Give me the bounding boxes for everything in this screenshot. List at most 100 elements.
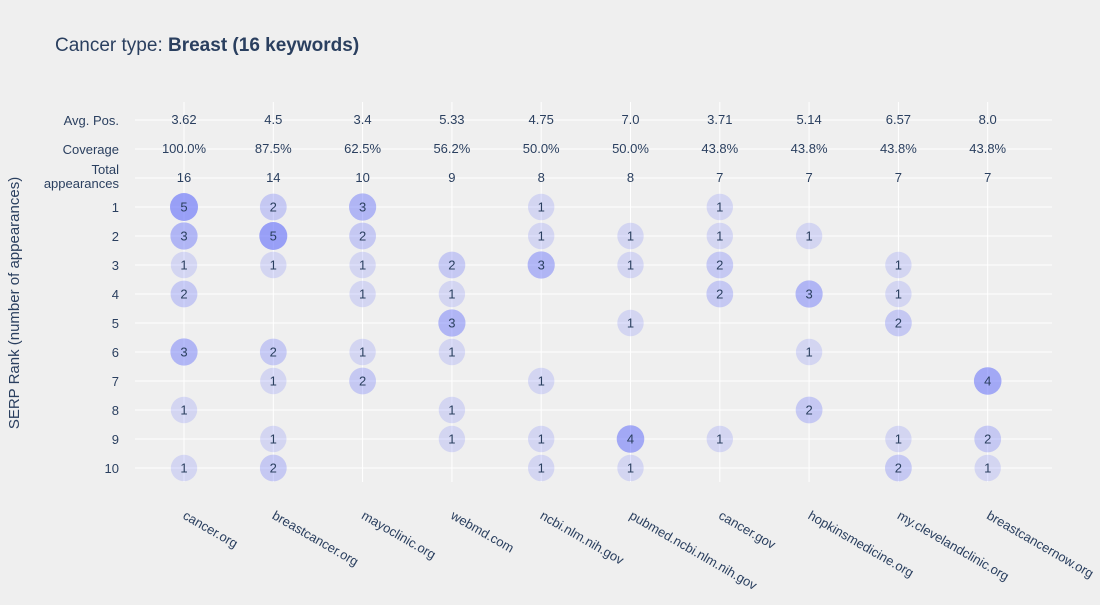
bubble[interactable]: [438, 338, 466, 366]
bubble[interactable]: [885, 251, 912, 279]
bubble-count-label: 1: [538, 432, 545, 447]
bubble[interactable]: [170, 222, 198, 250]
bubble-count-label: 1: [359, 287, 366, 302]
summary-value: 3.4: [354, 112, 372, 127]
bubble[interactable]: [259, 222, 288, 250]
bubble[interactable]: [885, 454, 912, 482]
bubble[interactable]: [706, 280, 734, 308]
bubble[interactable]: [438, 280, 466, 308]
summary-value: 5.33: [439, 112, 464, 127]
bubble-count-label: 2: [895, 316, 902, 331]
bubble[interactable]: [795, 396, 823, 424]
summary-value: 5.14: [796, 112, 821, 127]
bubble[interactable]: [528, 454, 555, 482]
bubble[interactable]: [974, 454, 1001, 482]
bubble-count-label: 2: [448, 258, 455, 273]
bubble[interactable]: [349, 222, 376, 250]
bubble[interactable]: [527, 251, 555, 279]
bubble[interactable]: [259, 338, 287, 366]
bubble-count-label: 1: [716, 200, 723, 215]
bubbles: 5 3 1 2 3 1 1 2 5 1 2 1 1 2 3 2 1 1 1 2 2 1 3 1 1 1 1 1 3 1 1 1 1 1 1 4 1 1 1 2…: [170, 193, 1002, 482]
bubble-count-label: 1: [448, 345, 455, 360]
bubble[interactable]: [885, 425, 912, 453]
bubble-count-label: 1: [270, 258, 277, 273]
bubble[interactable]: [349, 251, 376, 279]
y-axis-ticks: Avg. Pos. Coverage Total appearances 1 2 3 4 5 6 7…: [44, 113, 120, 476]
bubble-count-label: 1: [627, 229, 634, 244]
bubble-count-label: 4: [984, 374, 991, 389]
bubble-count-label: 1: [359, 345, 366, 360]
bubble[interactable]: [885, 309, 912, 337]
y-tick-label: 1: [112, 200, 119, 215]
bubble-count-label: 1: [895, 432, 902, 447]
bubble[interactable]: [170, 338, 198, 366]
y-tick-label: 5: [112, 316, 119, 331]
bubble[interactable]: [706, 222, 733, 250]
bubble[interactable]: [259, 454, 287, 482]
summary-row-label-line: Total: [92, 162, 120, 177]
grid-lines: [135, 102, 1052, 482]
bubble[interactable]: [616, 425, 645, 453]
bubble[interactable]: [259, 193, 287, 221]
bubble[interactable]: [528, 222, 555, 250]
bubble[interactable]: [438, 251, 466, 279]
bubble[interactable]: [973, 367, 1002, 395]
bubble[interactable]: [617, 222, 644, 250]
bubble[interactable]: [795, 222, 823, 250]
bubble[interactable]: [438, 309, 466, 337]
bubble[interactable]: [528, 425, 555, 453]
summary-value: 43.8%: [701, 141, 738, 156]
bubble[interactable]: [706, 425, 733, 453]
bubble[interactable]: [617, 251, 644, 279]
bubble-count-label: 1: [180, 258, 187, 273]
summary-value: 7: [984, 170, 991, 185]
bubble[interactable]: [260, 425, 287, 453]
bubble-count-label: 1: [448, 403, 455, 418]
bubble[interactable]: [349, 193, 377, 221]
bubble[interactable]: [617, 309, 644, 337]
bubble[interactable]: [528, 193, 555, 221]
bubble[interactable]: [170, 454, 198, 482]
bubble[interactable]: [885, 280, 912, 308]
bubble[interactable]: [349, 367, 376, 395]
summary-value: 14: [266, 170, 280, 185]
bubble[interactable]: [349, 280, 376, 308]
y-tick-label: 2: [112, 229, 119, 244]
bubble[interactable]: [795, 280, 823, 308]
bubble[interactable]: [706, 193, 733, 221]
summary-value: 50.0%: [523, 141, 560, 156]
bubble[interactable]: [170, 193, 198, 221]
summary-value: 10: [355, 170, 369, 185]
bubble-count-label: 1: [538, 229, 545, 244]
bubble-count-label: 2: [716, 258, 723, 273]
bubble[interactable]: [706, 251, 734, 279]
bubble-count-label: 5: [270, 229, 277, 244]
bubble[interactable]: [260, 251, 287, 279]
bubble[interactable]: [438, 425, 466, 453]
bubble[interactable]: [617, 454, 644, 482]
bubble-count-label: 3: [180, 345, 187, 360]
bubble[interactable]: [528, 367, 555, 395]
bubble[interactable]: [349, 338, 376, 366]
summary-row-label: Coverage: [63, 142, 119, 157]
summary-value: 8.0: [979, 112, 997, 127]
bubble-count-label: 1: [805, 229, 812, 244]
bubble-count-label: 3: [448, 316, 455, 331]
y-axis-label: SERP Rank (number of appearances): [6, 177, 23, 429]
bubble[interactable]: [974, 425, 1002, 453]
bubble[interactable]: [170, 280, 198, 308]
summary-value: 4.75: [529, 112, 554, 127]
bubble[interactable]: [170, 396, 198, 424]
bubble[interactable]: [260, 367, 287, 395]
bubble-count-label: 1: [895, 287, 902, 302]
bubble[interactable]: [438, 396, 466, 424]
y-tick-label: 9: [112, 432, 119, 447]
bubble-count-label: 3: [180, 229, 187, 244]
y-tick-label: 6: [112, 345, 119, 360]
bubble[interactable]: [795, 338, 823, 366]
bubble-count-label: 3: [805, 287, 812, 302]
bubble[interactable]: [170, 251, 198, 279]
summary-value: 50.0%: [612, 141, 649, 156]
